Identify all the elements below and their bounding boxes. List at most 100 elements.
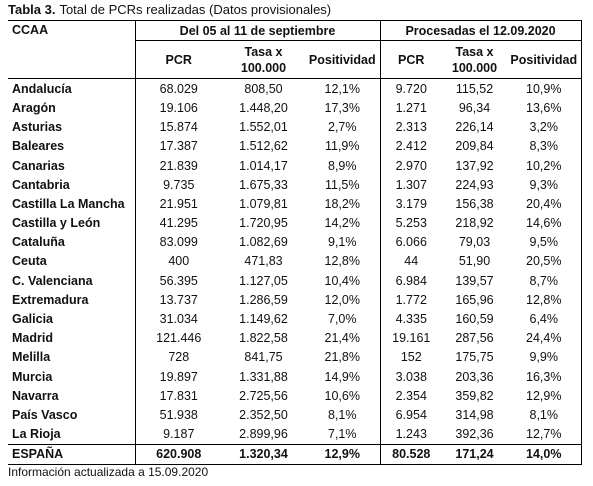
row: Madrid 121.446 1.822,58 21,4% 19.161 287,56 24… [8, 328, 582, 348]
cell: 1.271 [379, 98, 442, 118]
cell: 139,57 [455, 273, 494, 288]
row: PCR Tasa x 100.000 Positividad PCR Tasa x 10… [8, 40, 582, 79]
row: Extremadura 13.737 1.286,59 12,0% 1.772 165,9… [8, 290, 582, 310]
group-header: Del 05 al 11 de septiembre [134, 20, 380, 41]
cell: 10,2% [507, 155, 582, 176]
cell: 83.099 [134, 232, 222, 252]
cell: 12,1% [324, 81, 360, 96]
cell: 20,4% [507, 194, 582, 214]
row: Castilla y León 41.295 1.720,95 14,2% 5.253 2… [8, 213, 582, 233]
cell: 9,1% [328, 235, 357, 250]
row-header: CCAA [12, 23, 49, 37]
total-cell: 171,24 [455, 447, 494, 462]
cell: 3.038 [379, 367, 442, 387]
cell: 41.295 [134, 213, 222, 233]
cell: 12,8% [507, 290, 582, 310]
cell: 9,9% [507, 347, 582, 367]
cell: 8,1% [328, 407, 357, 422]
row: País Vasco 51.938 2.352,50 8,1% 6.954 314,98 8… [8, 405, 582, 425]
row: Navarra 17.831 2.725,56 10,6% 2.354 359,82 12,… [8, 386, 582, 406]
row-name: C. Valenciana [12, 273, 93, 288]
cell: 18,2% [324, 196, 360, 211]
cell: 9.187 [134, 424, 222, 445]
row-name: Andalucía [12, 81, 72, 96]
cell: 19.897 [134, 367, 222, 387]
cell: 17,3% [324, 100, 360, 115]
cell: 115,52 [455, 81, 494, 96]
cell: 12,8% [324, 254, 360, 269]
cell: 79,03 [458, 235, 491, 250]
cell: 13.737 [134, 290, 222, 310]
cell: 359,82 [455, 388, 494, 403]
cell: 12,0% [324, 292, 360, 307]
column-header: Positividad [507, 40, 582, 79]
title-text: Total de PCRs realizadas (Datos provisio… [59, 2, 332, 17]
row: ESPAÑA 620.908 1.320,34 12,9% 80.528 171,24 14… [8, 444, 582, 465]
cell: 44 [379, 251, 442, 272]
cell: 2.313 [379, 117, 442, 137]
cell: 31.034 [134, 309, 222, 329]
cell: 1.149,62 [239, 312, 288, 327]
cell: 96,34 [458, 100, 491, 115]
cell: 5.253 [379, 213, 442, 233]
cell: 21.951 [134, 194, 222, 214]
row-name: Melilla [12, 350, 51, 365]
cell: 1.772 [379, 290, 442, 310]
cell: 2.970 [379, 155, 442, 176]
table: CCAA Del 05 al 11 de septiembre Procesadas… [8, 20, 582, 465]
cell: 9.720 [379, 78, 442, 99]
column-header: Tasa x 100.000 [451, 44, 498, 75]
cell: 471,83 [244, 254, 283, 269]
cell: 137,92 [455, 158, 494, 173]
row-name: Cantabria [12, 177, 70, 192]
cell: 12,7% [507, 424, 582, 445]
cell: 226,14 [455, 120, 494, 135]
cell: 1.552,01 [239, 120, 288, 135]
column-header: PCR [379, 40, 442, 79]
cell: 8,9% [328, 158, 357, 173]
title: Tabla 3. Total de PCRs realizadas (Datos … [8, 2, 331, 17]
cell: 156,38 [455, 196, 494, 211]
row: CCAA Del 05 al 11 de septiembre Procesadas… [8, 20, 582, 41]
cell: 203,36 [455, 369, 494, 384]
cell: 1.082,69 [239, 235, 288, 250]
cell: 13,6% [507, 98, 582, 118]
cell: 19.106 [134, 98, 222, 118]
cell: 1.079,81 [239, 196, 288, 211]
row: Andalucía 68.029 808,50 12,1% 9.720 115,52 10,… [8, 78, 582, 99]
cell: 175,75 [455, 350, 494, 365]
cell: 1.307 [379, 175, 442, 195]
cell: 1.014,17 [239, 158, 288, 173]
row: La Rioja 9.187 2.899,96 7,1% 1.243 392,36 12,7… [8, 424, 582, 445]
cell: 3,2% [507, 117, 582, 137]
cell: 24,4% [507, 328, 582, 348]
cell: 1.512,62 [239, 139, 288, 154]
cell: 19.161 [379, 328, 442, 348]
cell: 21,4% [324, 331, 360, 346]
row: Asturias 15.874 1.552,01 2,7% 2.313 226,14 3,2… [8, 117, 582, 137]
row: Aragón 19.106 1.448,20 17,3% 1.271 96,34 13,6% [8, 98, 582, 118]
cell: 2.354 [379, 386, 442, 406]
row-name: Asturias [12, 120, 63, 135]
row: Cataluña 83.099 1.082,69 9,1% 6.066 79,03 9,5% [8, 232, 582, 252]
cell: 10,4% [324, 273, 360, 288]
cell: 152 [379, 347, 442, 367]
cell: 51,90 [458, 254, 491, 269]
row-name: Extremadura [12, 292, 89, 307]
column-header: Tasa x 100.000 [240, 44, 287, 75]
cell: 21,8% [324, 350, 360, 365]
cell: 7,1% [328, 427, 357, 442]
title-label: Tabla 3. [8, 2, 56, 17]
cell: 11,5% [324, 177, 360, 192]
cell: 224,93 [455, 177, 494, 192]
cell: 314,98 [455, 407, 494, 422]
cell: 1.127,05 [239, 273, 288, 288]
column-header: PCR [134, 40, 222, 79]
row-name: Baleares [12, 139, 65, 154]
cell: 16,3% [507, 367, 582, 387]
cell: 287,56 [455, 331, 494, 346]
total-cell: 620.908 [134, 444, 222, 465]
cell: 121.446 [134, 328, 222, 348]
row-name: Canarias [12, 158, 65, 173]
